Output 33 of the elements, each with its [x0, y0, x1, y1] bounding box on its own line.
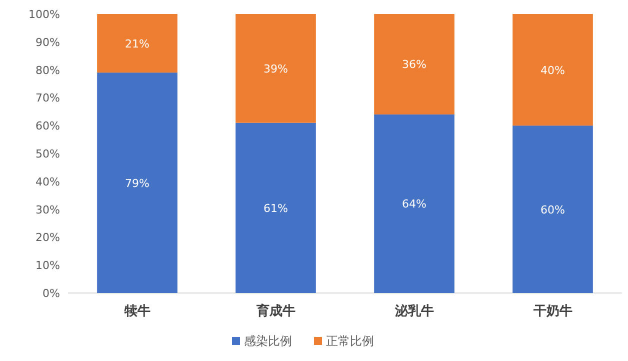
- y-tick-label: 100%: [28, 8, 60, 21]
- x-tick-label: 犊牛: [123, 304, 150, 319]
- bar: [374, 114, 454, 293]
- y-tick-label: 50%: [36, 148, 60, 160]
- bar: [236, 14, 316, 123]
- y-tick-label: 30%: [36, 203, 60, 216]
- bar: [512, 126, 593, 293]
- data-label: 40%: [540, 64, 565, 77]
- y-tick-label: 10%: [36, 259, 60, 272]
- y-tick-label: 0%: [42, 287, 60, 300]
- y-tick-label: 40%: [36, 175, 60, 188]
- data-label: 36%: [402, 58, 426, 72]
- data-label: 61%: [264, 202, 288, 215]
- bar: [236, 122, 316, 293]
- x-tick-label: 干奶牛: [532, 304, 572, 319]
- data-label: 64%: [402, 198, 426, 211]
- legend-label: 感染比例: [244, 334, 292, 348]
- data-label: 60%: [540, 203, 565, 216]
- x-tick-label: 泌乳牛: [394, 303, 434, 319]
- legend-label: 正常比例: [326, 334, 374, 348]
- y-tick-label: 20%: [36, 231, 60, 244]
- y-tick-label: 80%: [36, 64, 60, 77]
- y-tick-label: 60%: [36, 120, 60, 133]
- y-tick-label: 70%: [36, 92, 60, 105]
- data-label: 39%: [264, 62, 288, 76]
- y-tick-label: 90%: [36, 36, 60, 49]
- data-label: 21%: [125, 37, 150, 50]
- bar: [97, 72, 178, 293]
- data-label: 79%: [125, 176, 150, 190]
- bar: [374, 14, 454, 114]
- bar: [512, 14, 593, 126]
- x-tick-label: 育成牛: [255, 303, 296, 319]
- bar: [97, 14, 178, 73]
